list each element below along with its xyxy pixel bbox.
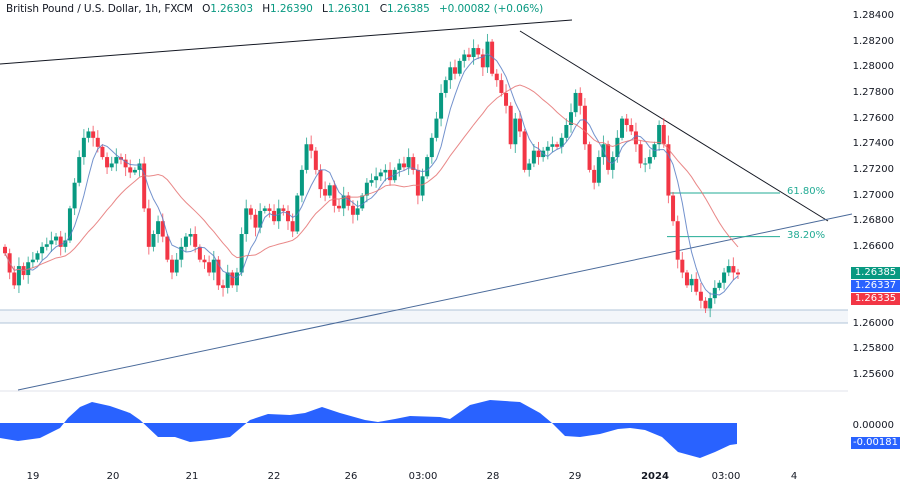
time-tick: 28 bbox=[486, 471, 500, 482]
high-value: 1.26390 bbox=[270, 3, 313, 15]
support-zone bbox=[0, 309, 848, 324]
close-value: 1.26385 bbox=[386, 3, 430, 15]
price-tag: 1.26385 bbox=[851, 267, 900, 279]
time-tick: 19 bbox=[26, 471, 40, 482]
price-tag: 1.26335 bbox=[851, 293, 900, 305]
time-tick: 22 bbox=[267, 471, 281, 482]
open-value: 1.26303 bbox=[210, 3, 253, 15]
price-tick: 1.28200 bbox=[852, 35, 894, 47]
oscillator-pane bbox=[0, 390, 848, 458]
time-tick: 21 bbox=[185, 471, 199, 482]
price-tick: 1.27800 bbox=[852, 86, 894, 98]
change-value: +0.00082 (+0.06%) bbox=[438, 3, 544, 15]
price-tick: 1.28000 bbox=[852, 61, 894, 73]
price-tick: 1.26800 bbox=[852, 215, 894, 227]
time-tick: 2024 bbox=[641, 471, 669, 482]
osc-zero-label: 0.00000 bbox=[852, 420, 894, 431]
price-tick: 1.27600 bbox=[852, 112, 894, 124]
price-tick: 1.27200 bbox=[852, 163, 894, 175]
time-tick: 4 bbox=[790, 471, 798, 482]
price-tick: 1.26000 bbox=[852, 317, 894, 329]
price-tick: 1.25800 bbox=[852, 343, 894, 355]
price-tick: 1.28400 bbox=[852, 10, 894, 21]
trendlines bbox=[0, 19, 853, 391]
fib-level-label: 61.80% bbox=[787, 185, 826, 197]
price-tag: 1.26337 bbox=[851, 280, 900, 292]
time-tick: 03:00 bbox=[711, 471, 741, 482]
price-tick: 1.27000 bbox=[852, 189, 894, 201]
chart-header: British Pound / U.S. Dollar, 1h, FXCM O1… bbox=[6, 3, 544, 15]
price-tick: 1.26600 bbox=[852, 240, 894, 252]
symbol-title: British Pound / U.S. Dollar, 1h, FXCM bbox=[6, 3, 193, 15]
price-tick: 1.25600 bbox=[852, 369, 894, 381]
osc-current-tag: -0.00181 bbox=[851, 437, 900, 449]
low-value: 1.26301 bbox=[327, 3, 371, 15]
time-tick: 03:00 bbox=[408, 471, 438, 482]
time-tick: 20 bbox=[106, 471, 120, 482]
moving-averages bbox=[4, 53, 739, 296]
fib-level-label: 38.20% bbox=[787, 229, 826, 241]
time-tick: 29 bbox=[568, 471, 582, 482]
candlesticks bbox=[3, 33, 740, 318]
price-tick: 1.27400 bbox=[852, 138, 894, 150]
time-tick: 26 bbox=[344, 471, 358, 482]
